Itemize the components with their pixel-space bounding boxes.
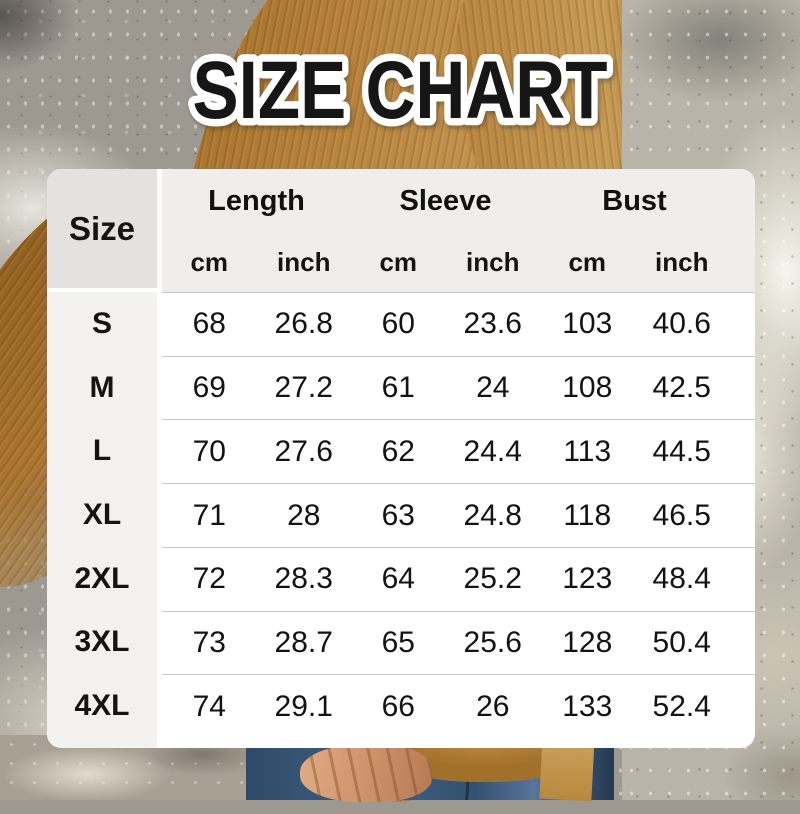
table-row-4xl: 4XL 74 29.1 66 26 133 52.4 [47,674,755,739]
unit-header: inch [466,247,520,278]
group-header-sleeve: Sleeve [399,184,492,217]
value-cell: 66 [381,689,415,723]
value-cell: 72 [192,562,226,596]
row-values: 68 26.8 60 23.6 103 40.6 [162,292,755,356]
value-cell: 27.2 [274,371,333,405]
size-label: S [47,292,162,356]
hand-fingers [300,744,432,802]
row-values: 70 27.6 62 24.4 113 44.5 [162,419,755,483]
size-label: 2XL [47,546,162,611]
value-cell: 73 [192,625,226,659]
row-values: 73 28.7 65 25.6 128 50.4 [162,610,755,675]
value-cell: 48.4 [652,562,711,596]
data-spacer [162,738,755,748]
unit-header: inch [277,247,331,278]
page-title: SIZE CHART [193,45,608,136]
size-column-header: Size [47,169,162,292]
size-label: XL [47,483,162,547]
value-cell: 26 [476,689,510,723]
table-footer-spacer [47,738,755,748]
value-cell: 28.7 [274,625,333,659]
measurement-headers: Length Sleeve Bust cm inch cm inch cm in… [162,169,755,292]
group-header-length: Length [208,184,305,217]
size-label: L [47,419,162,484]
value-cell: 24.8 [463,498,522,532]
value-cell: 60 [381,307,415,341]
unit-header-row: cm inch cm inch cm inch [162,234,729,292]
value-cell: 113 [563,434,612,468]
size-column-spacer [47,738,162,748]
value-cell: 63 [381,498,415,532]
table-row-3xl: 3XL 73 28.7 65 25.6 128 50.4 [47,610,755,675]
table-header: Size Length Sleeve Bust cm inch cm inch … [47,169,755,292]
row-values: 72 28.3 64 25.2 123 48.4 [162,546,755,611]
table-row-s: S 68 26.8 60 23.6 103 40.6 [47,292,755,356]
value-cell: 44.5 [652,434,711,468]
value-cell: 24.4 [463,434,522,468]
row-values: 69 27.2 61 24 108 42.5 [162,355,755,420]
row-values: 71 28 63 24.8 118 46.5 [162,483,755,547]
size-label: M [47,355,162,420]
value-cell: 24 [476,371,510,405]
unit-header: inch [655,247,709,278]
group-header-row: Length Sleeve Bust [162,169,729,234]
value-cell: 25.2 [463,562,522,596]
value-cell: 52.4 [652,689,711,723]
value-cell: 70 [192,434,226,468]
value-cell: 64 [381,562,415,596]
value-cell: 46.5 [652,498,711,532]
table-row-2xl: 2XL 72 28.3 64 25.2 123 48.4 [47,546,755,611]
value-cell: 103 [562,307,613,341]
value-cell: 29.1 [274,689,333,723]
value-cell: 62 [381,434,415,468]
value-cell: 26.8 [274,307,333,341]
value-cell: 108 [562,371,613,405]
value-cell: 28.3 [274,562,333,596]
row-values: 74 29.1 66 26 133 52.4 [162,674,755,738]
value-cell: 42.5 [652,371,711,405]
unit-header: cm [379,247,418,278]
table-row-l: L 70 27.6 62 24.4 113 44.5 [47,419,755,484]
value-cell: 68 [192,307,226,341]
size-label: 4XL [47,674,162,739]
value-cell: 61 [381,371,415,405]
value-cell: 50.4 [652,625,711,659]
value-cell: 25.6 [463,625,522,659]
value-cell: 23.6 [463,307,522,341]
value-cell: 69 [192,371,226,405]
value-cell: 65 [381,625,415,659]
size-chart-table: Size Length Sleeve Bust cm inch cm inch … [47,169,755,748]
hand [300,744,432,802]
table-row-xl: XL 71 28 63 24.8 118 46.5 [47,483,755,547]
value-cell: 71 [192,498,226,532]
group-header-bust: Bust [602,184,667,217]
value-cell: 40.6 [652,307,711,341]
value-cell: 74 [192,689,226,723]
value-cell: 123 [562,562,613,596]
table-row-m: M 69 27.2 61 24 108 42.5 [47,355,755,420]
value-cell: 28 [287,498,321,532]
table-body: S 68 26.8 60 23.6 103 40.6 M 69 27.2 61 … [47,292,755,748]
value-cell: 128 [562,625,613,659]
value-cell: 118 [563,498,612,532]
unit-header: cm [190,247,229,278]
title-banner: SIZE CHART [185,38,615,144]
unit-header: cm [568,247,607,278]
value-cell: 133 [562,689,613,723]
value-cell: 27.6 [274,434,333,468]
size-label: 3XL [47,610,162,675]
